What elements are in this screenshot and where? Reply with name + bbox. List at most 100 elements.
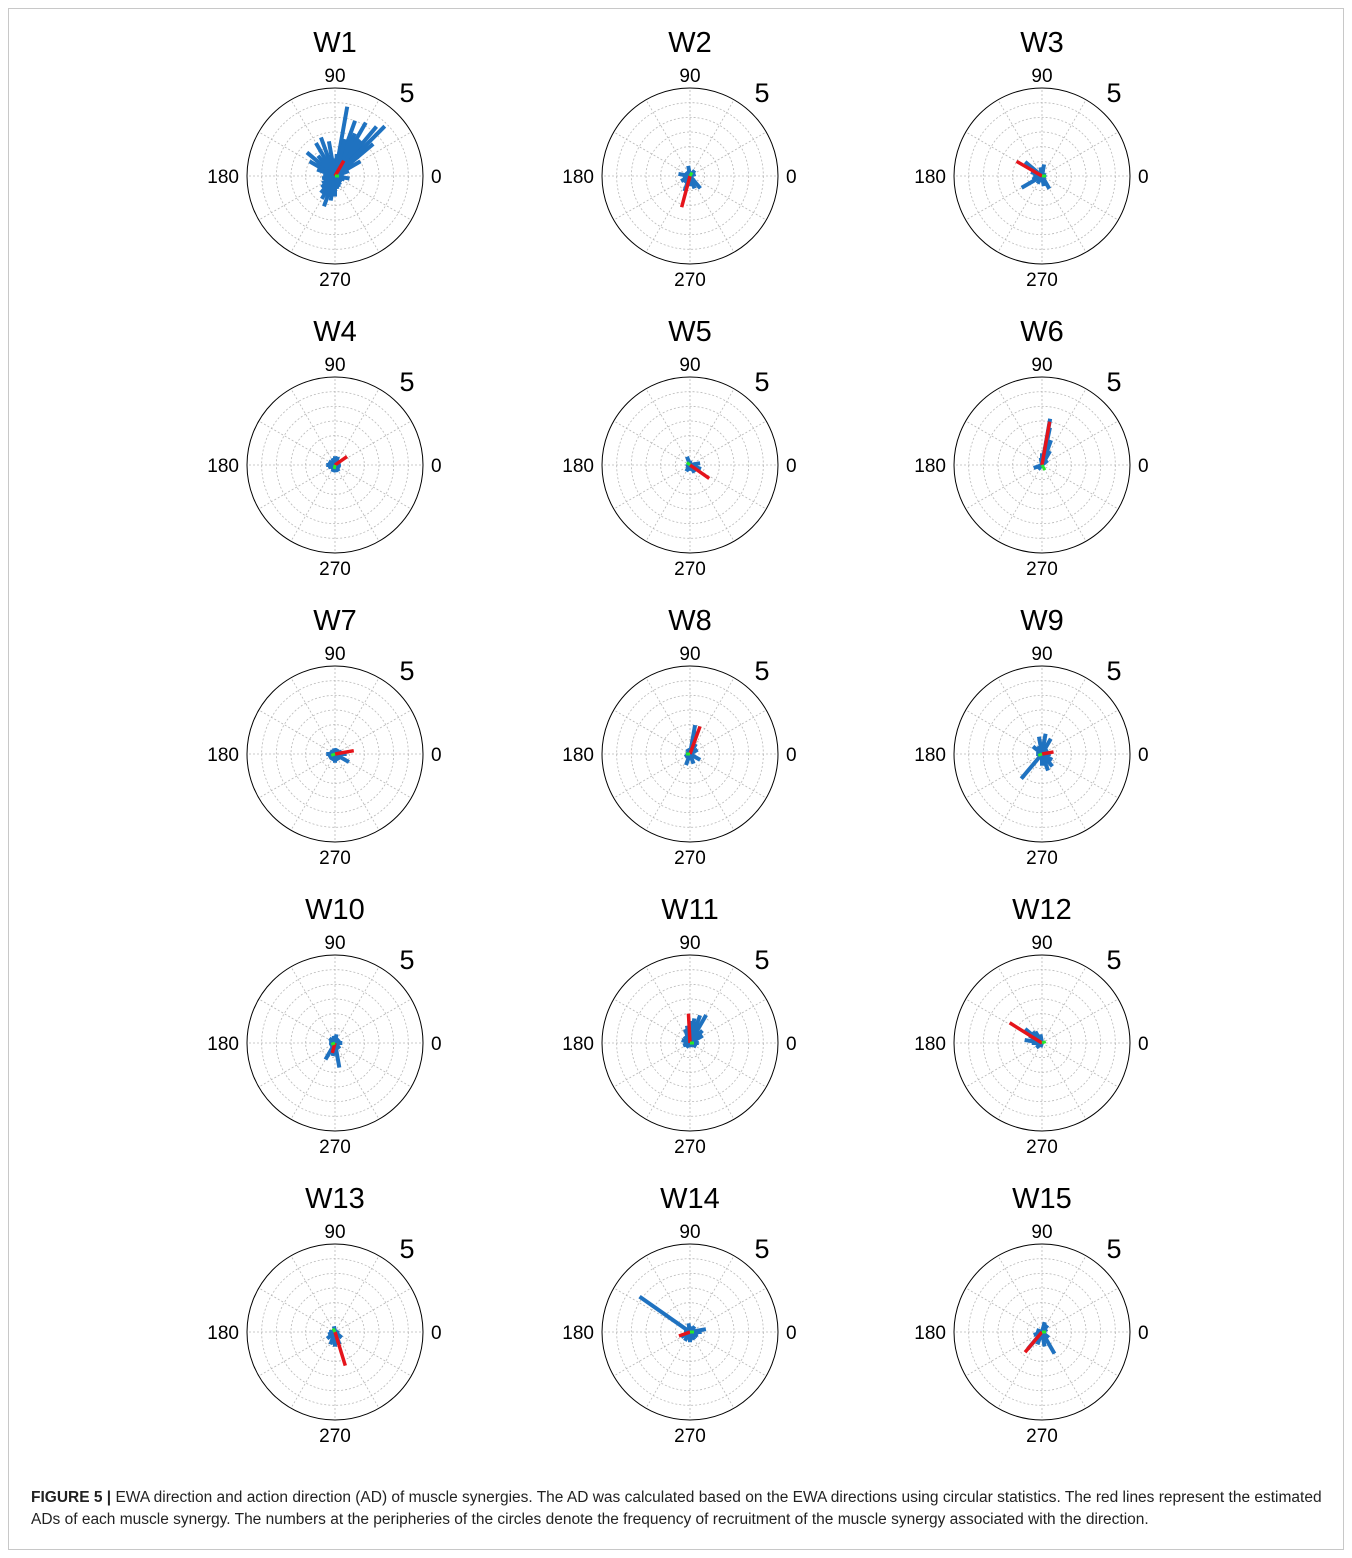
grid-spoke — [689, 388, 735, 466]
grid-spoke — [334, 998, 412, 1044]
grid-ring — [319, 1316, 351, 1348]
grid-spoke — [645, 1042, 691, 1120]
plot-title: W14 — [660, 1183, 720, 1215]
grid-spoke — [613, 1331, 691, 1377]
angle-label-180: 180 — [914, 167, 946, 188]
angle-label-180: 180 — [207, 1323, 239, 1344]
angle-label-90: 90 — [679, 1222, 700, 1243]
grid-spoke — [689, 998, 767, 1044]
grid-ring — [674, 160, 706, 192]
angle-label-270: 270 — [319, 559, 351, 580]
angle-label-270: 270 — [1026, 559, 1058, 580]
angle-label-0: 0 — [786, 1034, 797, 1055]
grid-spoke — [965, 175, 1043, 221]
polar-plot-w15: W15 90 180 0 270 5 — [914, 1183, 1148, 1447]
action-direction-line — [1041, 750, 1054, 756]
grid-spoke — [965, 1287, 1043, 1333]
angle-label-180: 180 — [562, 1323, 594, 1344]
outer-circle — [601, 1243, 779, 1421]
polar-plot-w10: W10 90 180 0 270 5 — [207, 894, 441, 1158]
grid-ring — [982, 116, 1102, 236]
grid-spoke — [689, 464, 767, 510]
mean-direction-marker — [688, 171, 694, 177]
outer-circle — [601, 665, 779, 843]
grid-ring — [275, 694, 395, 814]
grid-spoke — [689, 966, 735, 1044]
action-direction-line — [333, 455, 349, 467]
angle-label-270: 270 — [1026, 848, 1058, 869]
grid-spoke — [334, 175, 380, 253]
grid-spoke — [258, 1042, 336, 1088]
grid-spoke — [965, 464, 1043, 510]
grid-spoke — [258, 1287, 336, 1333]
polar-plot-w1: W1 90 180 0 270 5 — [207, 27, 441, 291]
grid-spoke — [689, 753, 767, 799]
polar-plot-w7: W7 90 180 0 270 5 — [207, 605, 441, 869]
polar-plot-w11: W11 90 180 0 270 5 — [562, 894, 796, 1158]
mean-direction-marker — [1037, 752, 1043, 757]
grid-ring — [674, 1316, 706, 1348]
grid-ring — [630, 1272, 750, 1392]
grid-spoke — [613, 1042, 691, 1088]
grid-spoke — [613, 131, 691, 177]
grid-spoke — [997, 1042, 1043, 1120]
caption-text: EWA direction and action direction (AD) … — [31, 1489, 1322, 1528]
grid-spoke — [334, 1042, 412, 1088]
grid-spoke — [1041, 420, 1119, 466]
grid-ring — [1026, 160, 1058, 192]
grid-spoke — [645, 677, 691, 755]
grid-spoke — [334, 753, 412, 799]
grid-spoke — [689, 709, 767, 755]
action-direction-line — [688, 463, 711, 480]
grid-spoke — [613, 709, 691, 755]
grid-spoke — [1041, 709, 1119, 755]
grid-spoke — [1041, 1042, 1087, 1120]
radius-tick-label: 5 — [754, 78, 769, 108]
mean-direction-marker — [1040, 464, 1047, 471]
angle-label-90: 90 — [679, 644, 700, 665]
grid-spoke — [965, 709, 1043, 755]
grid-spoke — [1041, 175, 1087, 253]
plot-title: W10 — [305, 894, 365, 926]
mean-direction-marker — [331, 1327, 337, 1333]
outer-circle — [953, 376, 1131, 554]
angle-label-90: 90 — [324, 1222, 345, 1243]
histogram-bar — [333, 1042, 342, 1068]
polar-plot-w3: W3 90 180 0 270 5 — [914, 27, 1148, 291]
histogram-bar — [1019, 752, 1044, 781]
angle-label-90: 90 — [1031, 933, 1052, 954]
radius-tick-label: 5 — [754, 1234, 769, 1264]
grid-spoke — [689, 175, 767, 221]
grid-spoke — [613, 464, 691, 510]
polar-plot-w9: W9 90 180 0 270 5 — [914, 605, 1148, 869]
angle-label-0: 0 — [786, 167, 797, 188]
polar-plot-w4: W4 90 180 0 270 5 — [207, 316, 441, 580]
grid-spoke — [258, 998, 336, 1044]
polar-plot-w5: W5 90 180 0 270 5 — [562, 316, 796, 580]
grid-spoke — [290, 1042, 336, 1120]
grid-spoke — [258, 1331, 336, 1377]
angle-label-0: 0 — [786, 456, 797, 477]
angle-label-180: 180 — [562, 1034, 594, 1055]
angle-label-0: 0 — [1138, 1323, 1149, 1344]
angle-label-270: 270 — [1026, 1426, 1058, 1447]
grid-ring — [982, 405, 1102, 525]
grid-spoke — [997, 175, 1043, 253]
plot-title: W1 — [313, 27, 357, 59]
angle-label-90: 90 — [324, 644, 345, 665]
radius-tick-label: 5 — [399, 945, 414, 975]
histogram-bar — [638, 1295, 692, 1334]
grid-ring — [1026, 449, 1058, 481]
grid-ring — [674, 738, 706, 770]
grid-ring — [982, 1272, 1102, 1392]
angle-label-270: 270 — [1026, 270, 1058, 291]
grid-ring — [275, 405, 395, 525]
radius-tick-label: 5 — [399, 1234, 414, 1264]
angle-label-180: 180 — [207, 1034, 239, 1055]
grid-spoke — [1041, 753, 1087, 831]
mean-direction-marker — [1041, 1040, 1047, 1045]
grid-spoke — [334, 1255, 380, 1333]
grid-spoke — [334, 131, 412, 177]
grid-spoke — [997, 1255, 1043, 1333]
radius-tick-label: 5 — [1106, 78, 1121, 108]
